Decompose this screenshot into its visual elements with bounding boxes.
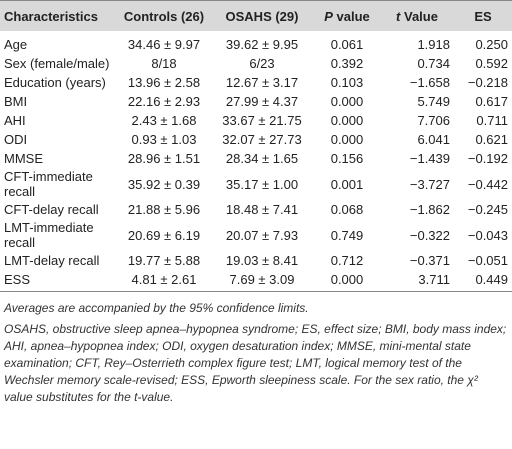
table-cell: 0.617 — [475, 94, 508, 109]
table-cell: 4.81 ± 2.61 — [118, 270, 210, 292]
table-cell: CFT-delay recall — [4, 202, 99, 217]
table-cell: 33.67 ± 21.75 — [222, 113, 302, 128]
table-cell: 19.03 ± 8.41 — [225, 253, 299, 268]
table-cell: 0.592 — [475, 56, 508, 71]
table-cell: 0.061 — [330, 37, 364, 52]
table-cell: MMSE — [4, 151, 43, 166]
table-cell: −0.043 — [467, 227, 508, 243]
table-cell: 0.103 — [330, 75, 364, 90]
table-row: Sex (female/male) 8/18 6/23 0.392 0.734 0.592 — [0, 54, 512, 73]
table-cell: 12.67 ± 3.17 — [225, 75, 299, 90]
table-cell: CFT-immediate recall — [4, 169, 93, 199]
table-cell: −0.245 — [467, 202, 508, 217]
table-cell: 5.749 — [417, 94, 450, 109]
table-cell: 13.96 ± 2.58 — [127, 75, 201, 90]
table-body: Age 34.46 ± 9.97 39.62 ± 9.95 0.061 1.918 0.2… — [0, 31, 512, 292]
table-cell: Sex (female/male) — [4, 56, 110, 71]
table-cell: Education (years) — [4, 75, 106, 90]
table-cell: 0.749 — [330, 227, 364, 243]
footnote: Averages are accompanied by the 95% conf… — [4, 301, 309, 315]
column-header: t Value — [380, 0, 454, 31]
column-header: Controls (26) — [118, 0, 210, 31]
table-cell: 0.000 — [330, 94, 364, 109]
header-row: Characteristics Controls (26) OSAHS (29) P … — [0, 0, 512, 31]
table-cell: 1.918 — [417, 37, 450, 52]
table-cell: 3.711 — [380, 270, 454, 292]
table-cell: 0.000 — [314, 270, 380, 292]
table-cell: 18.48 ± 7.41 — [225, 202, 299, 217]
table-cell: Age — [4, 37, 28, 52]
table-cell: 0.000 — [330, 113, 364, 128]
table-cell: 2.43 ± 1.68 — [131, 113, 197, 128]
table-cell: 20.69 ± 6.19 — [127, 227, 201, 243]
table-cell: 6/23 — [249, 56, 275, 71]
table-cell: 7.69 ± 3.09 — [210, 270, 314, 292]
table-cell: 0.621 — [475, 132, 508, 147]
table-cell: 6.041 — [417, 132, 450, 147]
table-cell: 28.34 ± 1.65 — [225, 151, 299, 166]
table-cell: −1.439 — [409, 151, 450, 166]
table-cell: 35.92 ± 0.39 — [127, 176, 201, 192]
table-cell: −0.322 — [409, 227, 450, 243]
table-cell: BMI — [4, 94, 28, 109]
table-cell: AHI — [4, 113, 26, 128]
table-cell: LMT-immediate recall — [4, 220, 94, 250]
table-cell: 0.001 — [330, 176, 364, 192]
table-row: Age 34.46 ± 9.97 39.62 ± 9.95 0.061 1.918 0.2… — [0, 31, 512, 54]
table-cell: 0.712 — [330, 253, 364, 268]
table-cell: LMT-delay recall — [4, 253, 100, 268]
table-row: CFT-immediate recall 35.92 ± 0.39 35.17 ± … — [0, 168, 512, 200]
table-cell: −1.658 — [409, 75, 450, 90]
table-row: ODI 0.93 ± 1.03 32.07 ± 27.73 0.000 6.041 0.6… — [0, 130, 512, 149]
table-cell: 32.07 ± 27.73 — [222, 132, 302, 147]
footnote: OSAHS, obstructive sleep apnea–hypopnea … — [4, 322, 507, 404]
table-row: BMI 22.16 ± 2.93 27.99 ± 4.37 0.000 5.749 0.6… — [0, 92, 512, 111]
table-cell: 0.93 ± 1.03 — [131, 132, 197, 147]
footnotes: Averages are accompanied by the 95% conf… — [0, 292, 512, 406]
table-row: ESS 4.81 ± 2.61 7.69 ± 3.09 0.000 3.711 0.449 — [0, 270, 512, 292]
table-cell: 27.99 ± 4.37 — [225, 94, 299, 109]
table-row: LMT-immediate recall 20.69 ± 6.19 20.07 ± … — [0, 219, 512, 251]
table-cell: −0.192 — [467, 151, 508, 166]
table-cell: 0.000 — [330, 132, 364, 147]
table-row: AHI 2.43 ± 1.68 33.67 ± 21.75 0.000 7.706 0.7… — [0, 111, 512, 130]
table-cell: 7.706 — [417, 113, 450, 128]
table-cell: 39.62 ± 9.95 — [225, 37, 299, 52]
table-cell: 8/18 — [151, 56, 177, 71]
column-header: P value — [314, 0, 380, 31]
table-cell: 21.88 ± 5.96 — [127, 202, 201, 217]
table-cell: 0.449 — [454, 270, 512, 292]
table-cell: 20.07 ± 7.93 — [225, 227, 299, 243]
table-cell: −0.051 — [467, 253, 508, 268]
table-row: CFT-delay recall 21.88 ± 5.96 18.48 ± 7.41… — [0, 200, 512, 219]
table-cell: 19.77 ± 5.88 — [127, 253, 201, 268]
table-cell: 34.46 ± 9.97 — [127, 37, 201, 52]
table-row: MMSE 28.96 ± 1.51 28.34 ± 1.65 0.156 −1.439 −… — [0, 149, 512, 168]
table-row: LMT-delay recall 19.77 ± 5.88 19.03 ± 8.41… — [0, 251, 512, 270]
table-cell: 35.17 ± 1.00 — [225, 176, 299, 192]
data-table: Characteristics Controls (26) OSAHS (29) P … — [0, 0, 512, 292]
table-cell: 0.392 — [330, 56, 364, 71]
table-cell: −0.442 — [467, 176, 508, 192]
table-row: Education (years) 13.96 ± 2.58 12.67 ± 3.1… — [0, 73, 512, 92]
table-cell: −1.862 — [409, 202, 450, 217]
table-cell: 22.16 ± 2.93 — [127, 94, 201, 109]
table-cell: −0.371 — [409, 253, 450, 268]
table-cell: 0.734 — [417, 56, 450, 71]
column-header: Characteristics — [0, 0, 118, 31]
table-cell: −3.727 — [409, 176, 450, 192]
column-header: OSAHS (29) — [210, 0, 314, 31]
column-header: ES — [454, 0, 512, 31]
table-cell: 0.711 — [476, 113, 508, 128]
table-cell: 0.156 — [330, 151, 364, 166]
table-cell: −0.218 — [467, 75, 508, 90]
table-cell: 0.068 — [330, 202, 364, 217]
table-cell: ESS — [0, 270, 118, 292]
table-cell: ODI — [4, 132, 28, 147]
table-cell: 0.250 — [475, 37, 508, 52]
table-cell: 28.96 ± 1.51 — [127, 151, 201, 166]
